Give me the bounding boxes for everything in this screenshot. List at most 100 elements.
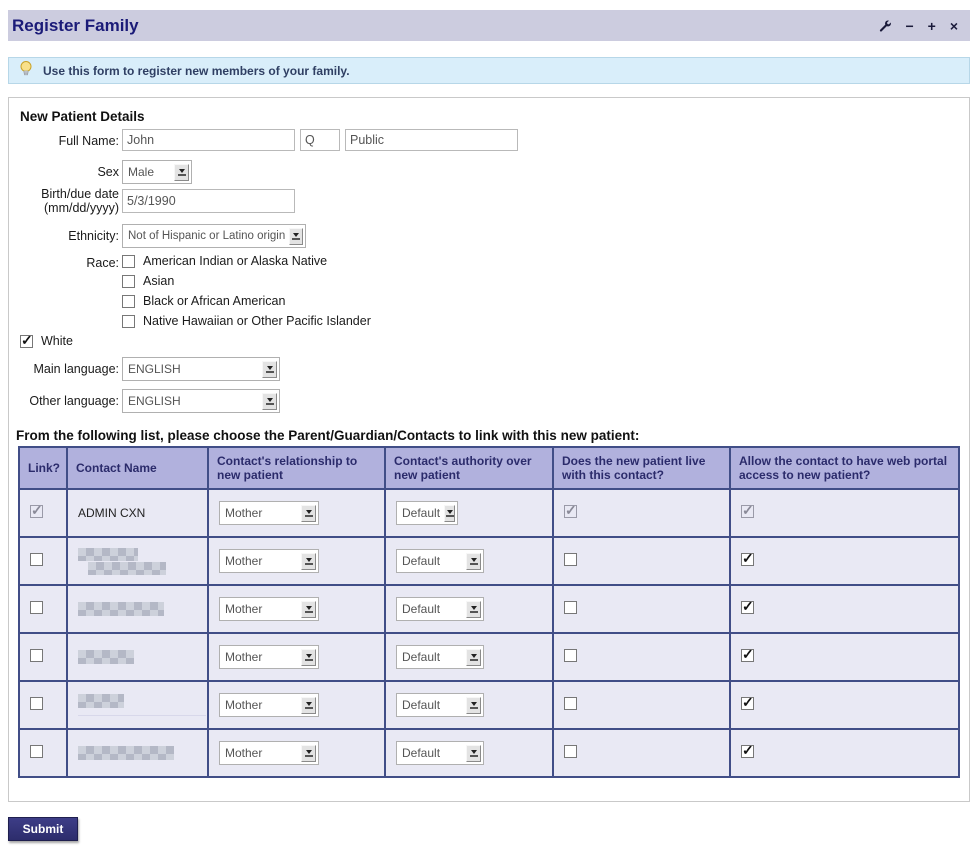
race-option: Native Hawaiian or Other Pacific Islande… — [122, 314, 371, 328]
lives-with-checkbox[interactable] — [564, 601, 577, 614]
main-language-select[interactable]: ENGLISH — [122, 357, 280, 381]
contact-row: Mother Default — [18, 536, 960, 586]
dropdown-arrow-icon — [301, 504, 316, 522]
authority-select[interactable]: Default — [396, 693, 484, 717]
other-language-select[interactable]: ENGLISH — [122, 389, 280, 413]
authority-select[interactable]: Default — [396, 741, 484, 765]
dropdown-arrow-icon — [466, 552, 481, 570]
col-lives-with: Does the new patient live with this cont… — [552, 446, 731, 490]
contact-name-redacted — [66, 632, 209, 682]
race-label: Race: — [86, 256, 119, 270]
web-portal-checkbox[interactable] — [741, 742, 754, 759]
form-panel: New Patient Details Full Name: Sex Male … — [8, 97, 970, 802]
race-option: Asian — [122, 274, 174, 288]
dropdown-arrow-icon — [174, 163, 189, 181]
birth-date-input[interactable] — [122, 189, 295, 213]
race-checkbox-black[interactable] — [122, 294, 135, 308]
dropdown-arrow-icon — [444, 504, 455, 522]
contact-row: Mother Default — [18, 680, 960, 730]
contacts-table: Link? Contact Name Contact's relationshi… — [18, 446, 960, 778]
web-portal-checkbox[interactable] — [741, 646, 754, 663]
race-checkbox-native-hawaiian[interactable] — [122, 314, 135, 328]
link-checkbox — [30, 502, 43, 519]
dropdown-arrow-icon — [262, 392, 277, 410]
lives-with-checkbox[interactable] — [564, 697, 577, 710]
lightbulb-icon — [19, 60, 33, 82]
dropdown-arrow-icon — [301, 600, 316, 618]
col-relationship: Contact's relationship to new patient — [207, 446, 386, 490]
authority-select[interactable]: Default — [396, 645, 484, 669]
race-checkbox-asian[interactable] — [122, 274, 135, 288]
lives-with-checkbox[interactable] — [564, 553, 577, 566]
section-title: New Patient Details — [20, 109, 145, 124]
title-bar: Register Family − + × — [8, 10, 970, 41]
main-language-label: Main language: — [33, 362, 119, 376]
contact-name-redacted — [66, 536, 209, 586]
contact-row: ADMIN CXN Mother Default — [18, 488, 960, 538]
last-name-input[interactable] — [345, 129, 518, 151]
ethnicity-label: Ethnicity: — [68, 229, 119, 243]
col-web-portal: Allow the contact to have web portal acc… — [729, 446, 960, 490]
race-checkbox-american-indian[interactable] — [122, 254, 135, 268]
contact-name: ADMIN CXN — [66, 488, 209, 538]
submit-button[interactable]: Submit — [8, 817, 78, 841]
minimize-icon[interactable]: − — [905, 17, 914, 34]
col-contact-name: Contact Name — [66, 446, 209, 490]
contact-name-redacted — [66, 728, 209, 778]
lives-with-checkbox — [564, 502, 577, 519]
lives-with-checkbox[interactable] — [564, 745, 577, 758]
close-icon[interactable]: × — [949, 17, 958, 34]
link-checkbox[interactable] — [30, 697, 43, 710]
sex-select-value: Male — [128, 165, 155, 179]
dropdown-arrow-icon — [466, 696, 481, 714]
page-title: Register Family — [12, 15, 139, 35]
sex-select[interactable]: Male — [122, 160, 192, 184]
birth-date-label: Birth/due date (mm/dd/yyyy) — [41, 187, 119, 215]
relationship-select[interactable]: Mother — [219, 597, 319, 621]
dropdown-arrow-icon — [262, 360, 277, 378]
contact-row: Mother Default — [18, 632, 960, 682]
contact-row: Mother Default — [18, 728, 960, 778]
web-portal-checkbox[interactable] — [741, 598, 754, 615]
settings-wrench-icon[interactable] — [879, 20, 892, 32]
contact-name-redacted — [66, 584, 209, 634]
info-banner: Use this form to register new members of… — [8, 57, 970, 84]
dropdown-arrow-icon — [466, 648, 481, 666]
dropdown-arrow-icon — [301, 552, 316, 570]
relationship-select[interactable]: Mother — [219, 501, 319, 525]
contact-row: Mother Default — [18, 584, 960, 634]
link-checkbox[interactable] — [30, 649, 43, 662]
ethnicity-select-value: Not of Hispanic or Latino origin — [128, 230, 286, 242]
sex-label: Sex — [97, 165, 119, 179]
dropdown-arrow-icon — [289, 227, 303, 245]
contacts-heading: From the following list, please choose t… — [16, 428, 640, 443]
maximize-icon[interactable]: + — [927, 17, 936, 34]
ethnicity-select[interactable]: Not of Hispanic or Latino origin — [122, 224, 306, 248]
dropdown-arrow-icon — [301, 744, 316, 762]
race-option: American Indian or Alaska Native — [122, 254, 327, 268]
relationship-select[interactable]: Mother — [219, 693, 319, 717]
other-language-label: Other language: — [29, 394, 119, 408]
authority-select[interactable]: Default — [396, 501, 458, 525]
authority-select[interactable]: Default — [396, 597, 484, 621]
link-checkbox[interactable] — [30, 601, 43, 614]
web-portal-checkbox[interactable] — [741, 694, 754, 711]
middle-initial-input[interactable] — [300, 129, 340, 151]
race-checkbox-white[interactable] — [20, 332, 33, 349]
col-link: Link? — [18, 446, 68, 490]
relationship-select[interactable]: Mother — [219, 645, 319, 669]
lives-with-checkbox[interactable] — [564, 649, 577, 662]
link-checkbox[interactable] — [30, 553, 43, 566]
race-option: Black or African American — [122, 294, 285, 308]
relationship-select[interactable]: Mother — [219, 741, 319, 765]
web-portal-checkbox[interactable] — [741, 550, 754, 567]
dropdown-arrow-icon — [466, 600, 481, 618]
web-portal-checkbox — [741, 502, 754, 519]
dropdown-arrow-icon — [301, 648, 316, 666]
link-checkbox[interactable] — [30, 745, 43, 758]
authority-select[interactable]: Default — [396, 549, 484, 573]
race-option-white: White — [20, 332, 73, 349]
first-name-input[interactable] — [122, 129, 295, 151]
relationship-select[interactable]: Mother — [219, 549, 319, 573]
